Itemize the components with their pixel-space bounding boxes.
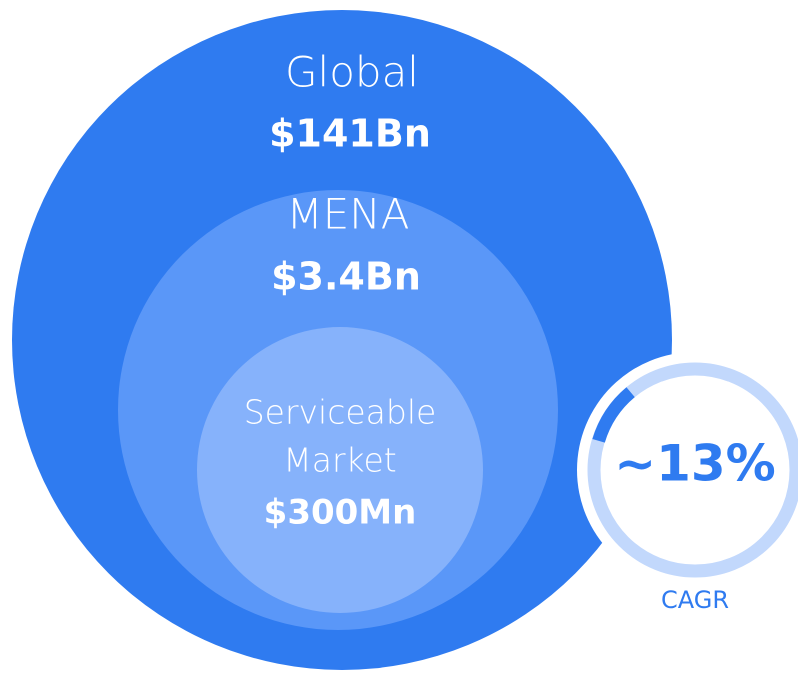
mena-value: $3.4Bn (271, 255, 421, 299)
serviceable-circle (197, 327, 483, 613)
serviceable-label-line: Serviceable (244, 393, 437, 432)
cagr-backdrop (577, 352, 798, 588)
cagr-ring (587, 362, 798, 578)
serviceable-label-line: Market (283, 441, 396, 480)
cagr-value: ~13% (614, 435, 776, 493)
cagr-label: CAGR (661, 586, 729, 614)
serviceable-value: $300Mn (264, 493, 417, 533)
cagr-arc (592, 387, 635, 443)
mena-label: MENA (287, 190, 410, 239)
global-label: Global (285, 48, 419, 97)
global-value: $141Bn (269, 112, 431, 156)
